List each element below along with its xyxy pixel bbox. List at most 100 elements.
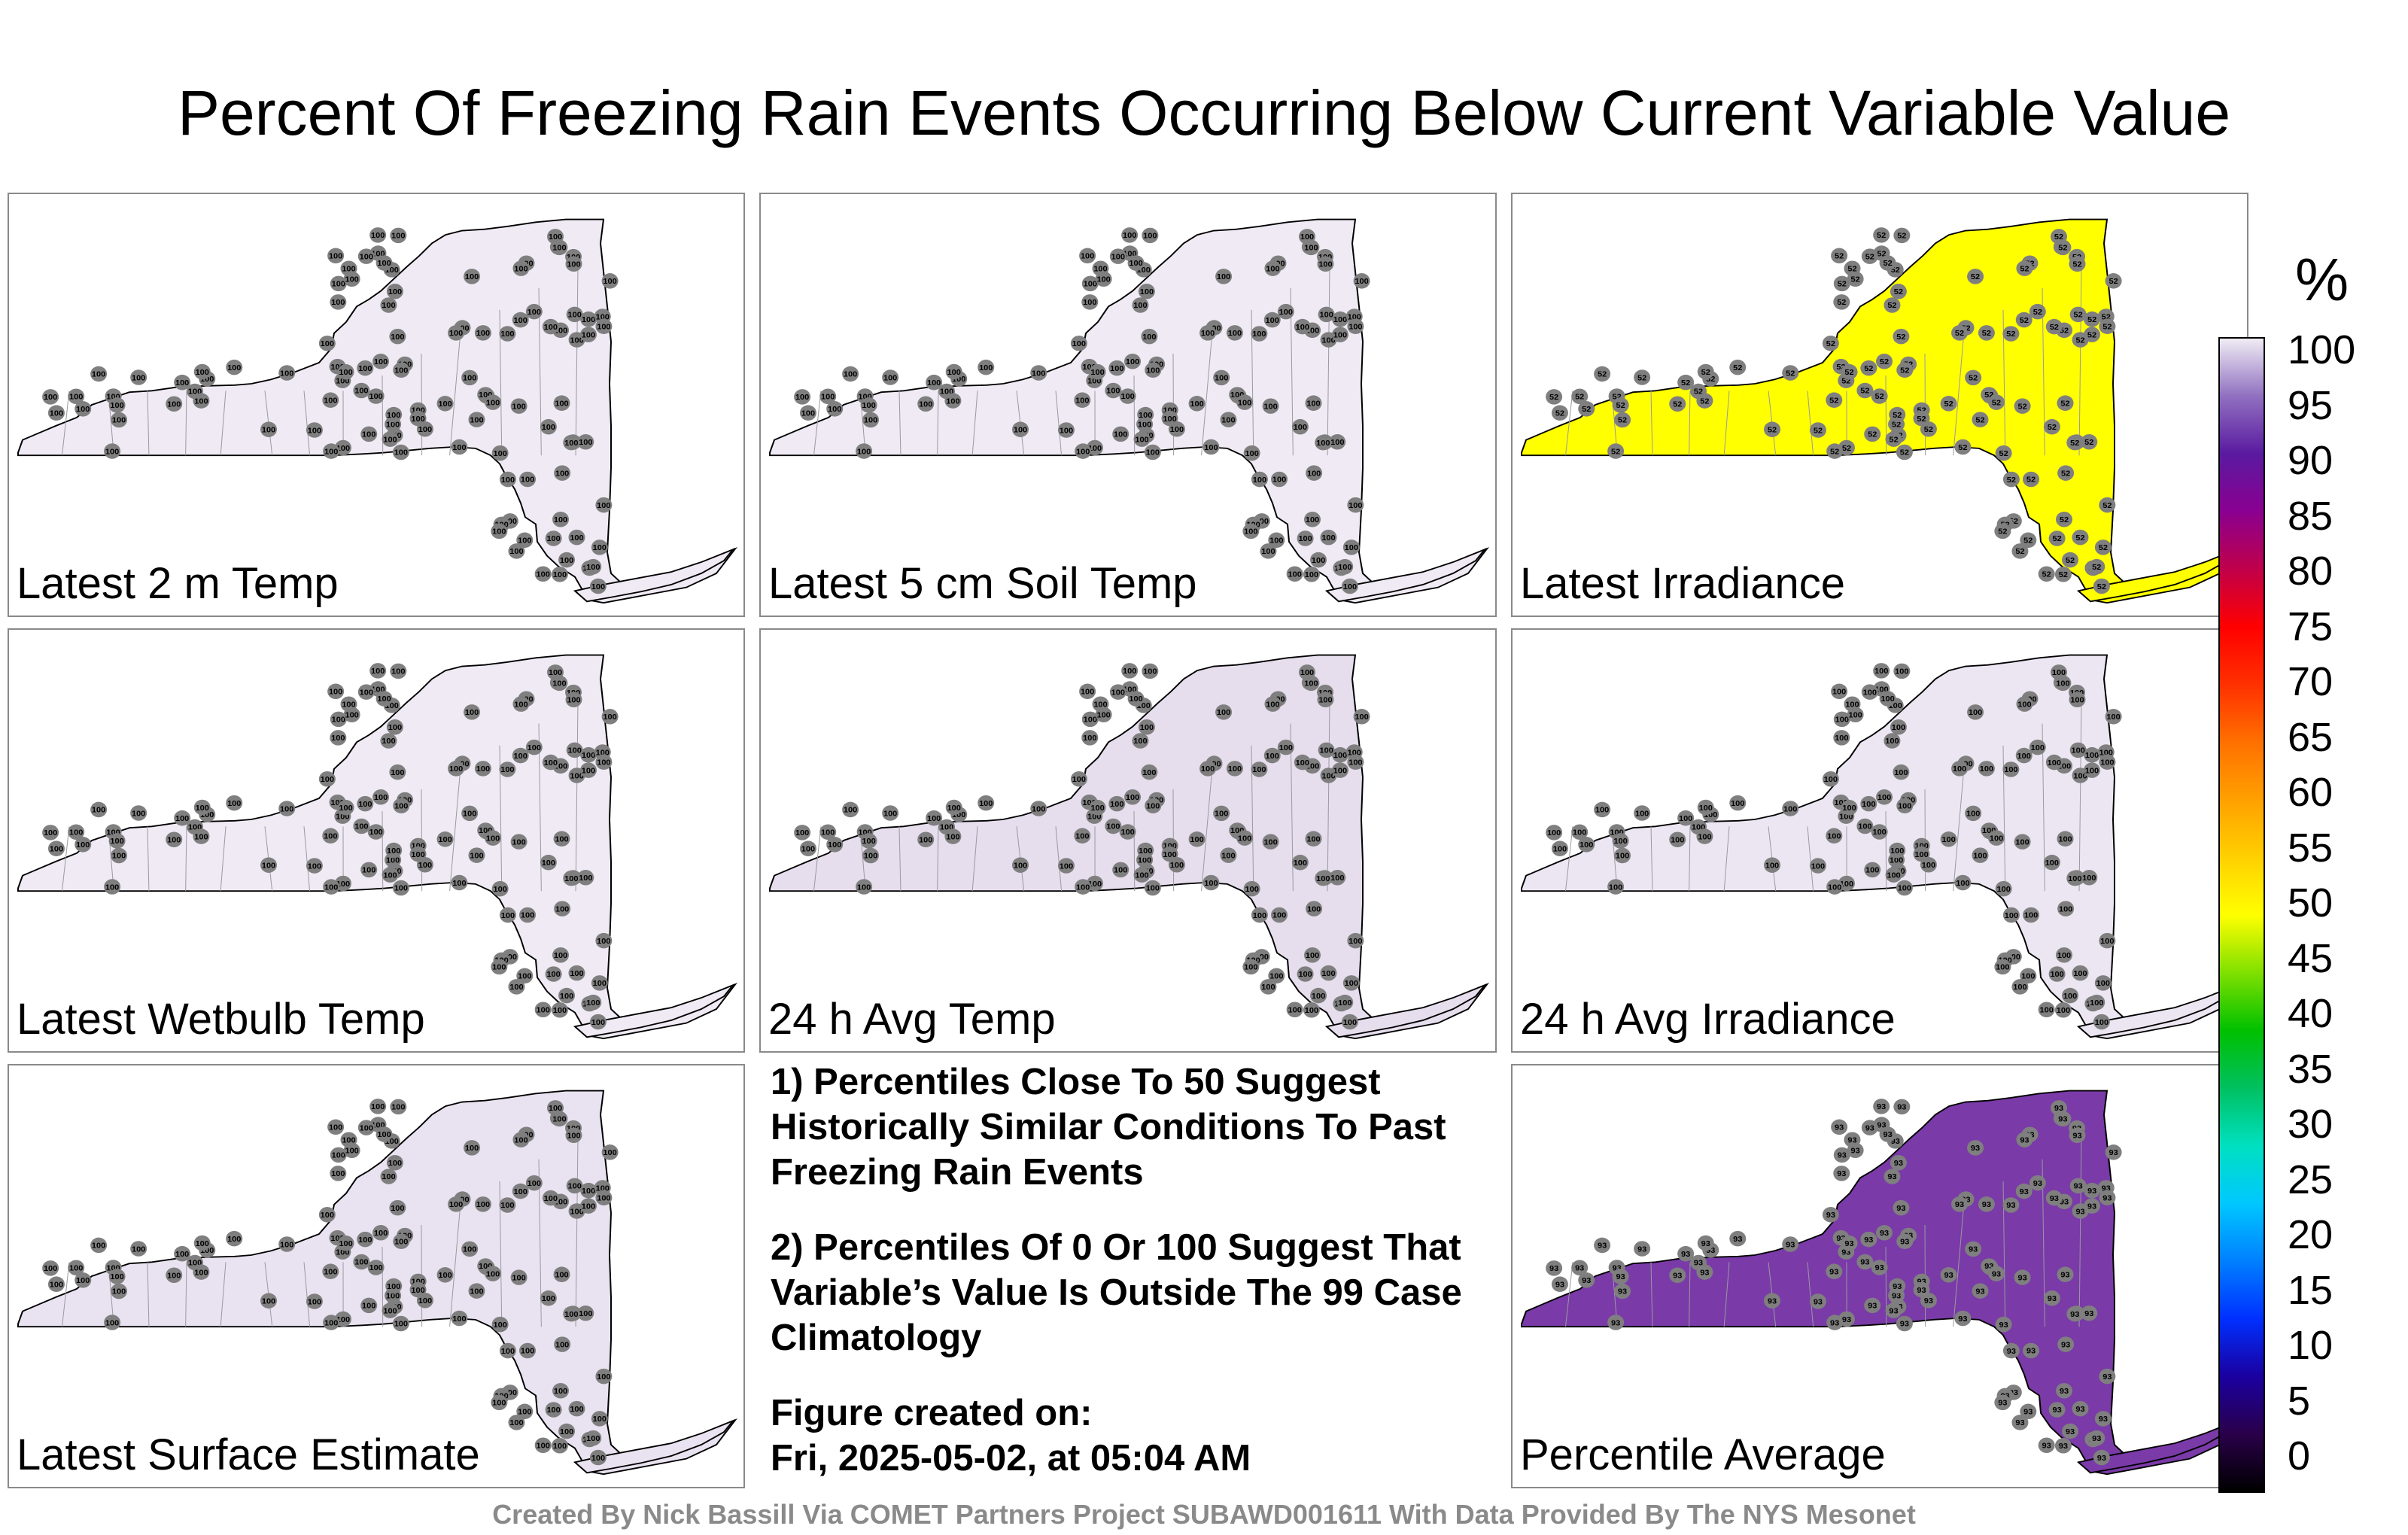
- station-marker: 100: [1318, 742, 1335, 758]
- station-value: 100: [582, 751, 595, 760]
- station-value: 93: [2006, 1202, 2015, 1211]
- station-value: 93: [1864, 1236, 1873, 1245]
- map-panel-8: 93 93 93 93 93 93 93 93 93 93 93 93 93 93 93 93 93 93 93 93…: [1511, 1064, 2248, 1488]
- station-value: 100: [1300, 668, 1314, 677]
- colorbar-tick-label: 40: [2288, 991, 2334, 1036]
- station-value: 100: [110, 837, 123, 846]
- station-value: 100: [501, 1347, 515, 1356]
- station-marker: 100: [860, 833, 877, 849]
- station-value: 100: [952, 375, 965, 384]
- station-value: 100: [1146, 366, 1160, 375]
- station-value: 100: [927, 378, 941, 388]
- station-value: 100: [354, 387, 368, 396]
- station-value: 100: [1834, 798, 1847, 807]
- county-line: [1650, 1262, 1653, 1327]
- station-marker: 100: [862, 412, 880, 428]
- station-value: 100: [1230, 827, 1244, 836]
- station-marker: 52: [1826, 443, 1844, 459]
- station-marker: 100: [130, 369, 147, 385]
- station-value: 100: [2017, 701, 2031, 710]
- station-value: 100: [1579, 840, 1593, 850]
- station-marker: 93: [1822, 1206, 1839, 1223]
- station-value: 93: [1830, 1319, 1839, 1328]
- station-value: 100: [492, 527, 506, 536]
- county-line: [1055, 826, 1063, 892]
- station-marker: 100: [393, 798, 410, 813]
- station-marker: 100: [1310, 987, 1327, 1004]
- station-value: 93: [2102, 1372, 2112, 1382]
- county-line: [1564, 1262, 1573, 1327]
- station-value: 52: [1829, 397, 1838, 406]
- station-value: 100: [369, 1264, 382, 1273]
- station-marker: 100: [474, 325, 491, 341]
- station-value: 100: [342, 1136, 355, 1145]
- station-marker: 100: [591, 1411, 608, 1427]
- station-marker: 100: [104, 443, 121, 459]
- station-marker: 52: [1594, 366, 1611, 382]
- station-value: 100: [579, 1309, 592, 1318]
- station-value: 100: [329, 252, 342, 261]
- station-value: 52: [1891, 266, 1900, 275]
- county-line: [185, 1262, 187, 1327]
- station-marker: 100: [327, 1119, 345, 1135]
- station-value: 100: [412, 1278, 425, 1287]
- station-value: 100: [377, 260, 391, 269]
- colorbar-unit: %: [2295, 246, 2349, 313]
- station-marker: 100: [2051, 664, 2068, 680]
- station-value: 100: [560, 1427, 573, 1436]
- station-value: 100: [570, 336, 583, 345]
- station-marker: 93: [1913, 1281, 1930, 1298]
- station-value: 100: [391, 333, 404, 342]
- station-marker: 52: [2069, 306, 2087, 323]
- station-marker: 100: [1286, 1002, 1303, 1017]
- station-value: 100: [69, 393, 83, 402]
- county-line: [185, 826, 187, 892]
- map-panel-1: 100 100 100 100 100 100 100 100 100 100 100 100 100 1…: [759, 193, 1497, 617]
- station-value: 100: [1093, 265, 1107, 274]
- station-value: 100: [1140, 287, 1154, 296]
- station-marker: 100: [166, 396, 183, 412]
- station-value: 52: [2060, 400, 2069, 409]
- station-value: 93: [1975, 1287, 1984, 1296]
- station-value: 93: [2015, 1418, 2024, 1427]
- station-marker: 100: [330, 1147, 347, 1163]
- station-marker: 52: [2099, 497, 2116, 513]
- station-marker: 100: [566, 306, 583, 323]
- station-value: 52: [1611, 448, 1620, 457]
- station-value: 52: [2042, 570, 2051, 579]
- station-marker: 100: [1861, 684, 1878, 700]
- station-value: 100: [324, 1319, 338, 1328]
- station-value: 100: [536, 570, 549, 579]
- station-marker: 100: [357, 795, 374, 812]
- station-marker: 100: [1112, 862, 1130, 878]
- station-value: 100: [1616, 852, 1629, 861]
- station-marker: 100: [1057, 858, 1075, 874]
- station-value: 100: [1228, 329, 1242, 338]
- station-value: 100: [1980, 764, 1993, 774]
- station-value: 100: [374, 1229, 388, 1238]
- station-marker: 100: [74, 1272, 92, 1288]
- station-value: 100: [1306, 951, 1319, 960]
- station-value: 100: [2073, 969, 2087, 978]
- station-value: 100: [1338, 999, 1351, 1008]
- station-marker: 93: [2023, 1342, 2040, 1359]
- station-value: 100: [2005, 911, 2018, 920]
- station-marker: 100: [2043, 854, 2060, 871]
- county-line: [1201, 331, 1213, 456]
- station-value: 100: [377, 695, 391, 704]
- station-marker: 100: [1215, 269, 1233, 284]
- station-marker: 100: [357, 360, 374, 376]
- station-value: 52: [1612, 393, 1621, 402]
- station-value: 100: [1075, 832, 1089, 841]
- county-line: [1807, 391, 1814, 456]
- station-value: 100: [1348, 501, 1362, 510]
- station-marker: 100: [552, 511, 570, 527]
- station-marker: 100: [1291, 418, 1309, 435]
- station-value: 100: [1835, 734, 1848, 743]
- station-value: 100: [503, 953, 517, 962]
- station-value: 93: [2023, 1408, 2033, 1417]
- station-marker: 93: [2057, 1266, 2074, 1282]
- station-value: 100: [1898, 802, 1911, 811]
- station-value: 100: [1671, 836, 1684, 845]
- station-marker: 100: [595, 932, 613, 949]
